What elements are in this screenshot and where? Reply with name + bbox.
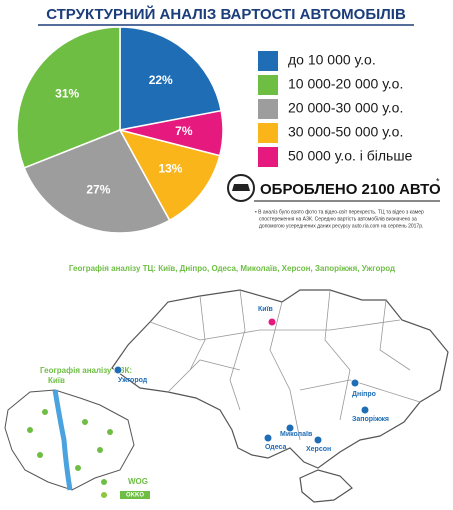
ukraine-map bbox=[111, 289, 449, 469]
city-label: Ужгород bbox=[118, 377, 148, 384]
city-label: Київ bbox=[258, 306, 274, 313]
city-marker bbox=[313, 435, 323, 445]
okko-logo bbox=[120, 491, 150, 499]
city-label: Запоріжжя bbox=[352, 415, 389, 423]
city-label: Херсон bbox=[306, 446, 331, 453]
city-marker bbox=[360, 405, 370, 415]
car-body bbox=[232, 184, 250, 191]
chart-title: СТРУКТУРНИЙ АНАЛІЗ ВАРТОСТІ АВТОМОБІЛІВ bbox=[46, 5, 406, 23]
slice-label: 13% bbox=[158, 161, 182, 175]
azk-title: Географія аналізу АЗК: bbox=[40, 366, 132, 375]
brand-label: WOG bbox=[128, 477, 148, 486]
slice-label: 27% bbox=[86, 182, 110, 196]
legend-label: 10 000-20 000 у.о. bbox=[288, 76, 403, 92]
legend-swatch bbox=[258, 51, 278, 71]
azk-pins bbox=[27, 409, 113, 471]
legend-label: 50 000 у.о. і більше bbox=[288, 148, 413, 164]
pie-slice bbox=[118, 128, 221, 222]
okko-pin bbox=[101, 492, 107, 498]
wog-pin bbox=[101, 479, 107, 485]
region-borders bbox=[149, 289, 421, 441]
city-label: Дніпро bbox=[352, 390, 376, 398]
cities: Київ Ужгород Дніпро Запоріжжя Миколаїв Одеса Х… bbox=[113, 306, 389, 453]
legend-swatch bbox=[258, 147, 278, 167]
city-marker bbox=[350, 378, 360, 388]
pie-slice bbox=[23, 129, 171, 234]
kyiv-map bbox=[4, 389, 135, 491]
city-marker bbox=[113, 365, 123, 375]
dnipro-river bbox=[52, 389, 73, 491]
note-line: спостереження на АЗК. Середню вартість а… bbox=[259, 216, 417, 222]
legend: до 10 000 у.о. 10 000-20 000 у.о. 20 000-3… bbox=[258, 51, 413, 167]
map-title: Географія аналізу ТЦ: Київ, Дніпро, Одес… bbox=[69, 264, 395, 273]
legend-swatch bbox=[258, 75, 278, 95]
note-line: допомогою усереднених даних ресурсу auto… bbox=[259, 223, 423, 229]
city-marker bbox=[263, 433, 273, 443]
processed-mark: * bbox=[436, 176, 440, 186]
city-marker bbox=[285, 423, 295, 433]
slice-label: 7% bbox=[175, 124, 193, 138]
legend-label: до 10 000 у.о. bbox=[288, 52, 376, 68]
pie-slice bbox=[119, 26, 223, 131]
pie-slice bbox=[16, 26, 121, 169]
slice-label: 31% bbox=[55, 86, 79, 100]
processed-text: ОБРОБЛЕНО 2100 АВТО bbox=[260, 181, 441, 198]
city-label: Миколаїв bbox=[280, 431, 313, 438]
crimea bbox=[299, 469, 353, 503]
legend-swatch bbox=[258, 123, 278, 143]
legend-swatch bbox=[258, 99, 278, 119]
pie-slice bbox=[119, 109, 224, 157]
legend-label: 30 000-50 000 у.о. bbox=[288, 124, 403, 140]
pie: 22% 31% 27% 13% 7% bbox=[16, 26, 224, 234]
city-label: Одеса bbox=[265, 444, 286, 451]
note-line: • В аналіз було взято фото та відео-світ… bbox=[255, 209, 424, 215]
azk-city: Київ bbox=[48, 376, 65, 385]
city-marker bbox=[267, 317, 277, 327]
brand-label: OKKO bbox=[126, 493, 144, 499]
legend-label: 20 000-30 000 у.о. bbox=[288, 100, 403, 116]
slice-label: 22% bbox=[149, 73, 173, 87]
